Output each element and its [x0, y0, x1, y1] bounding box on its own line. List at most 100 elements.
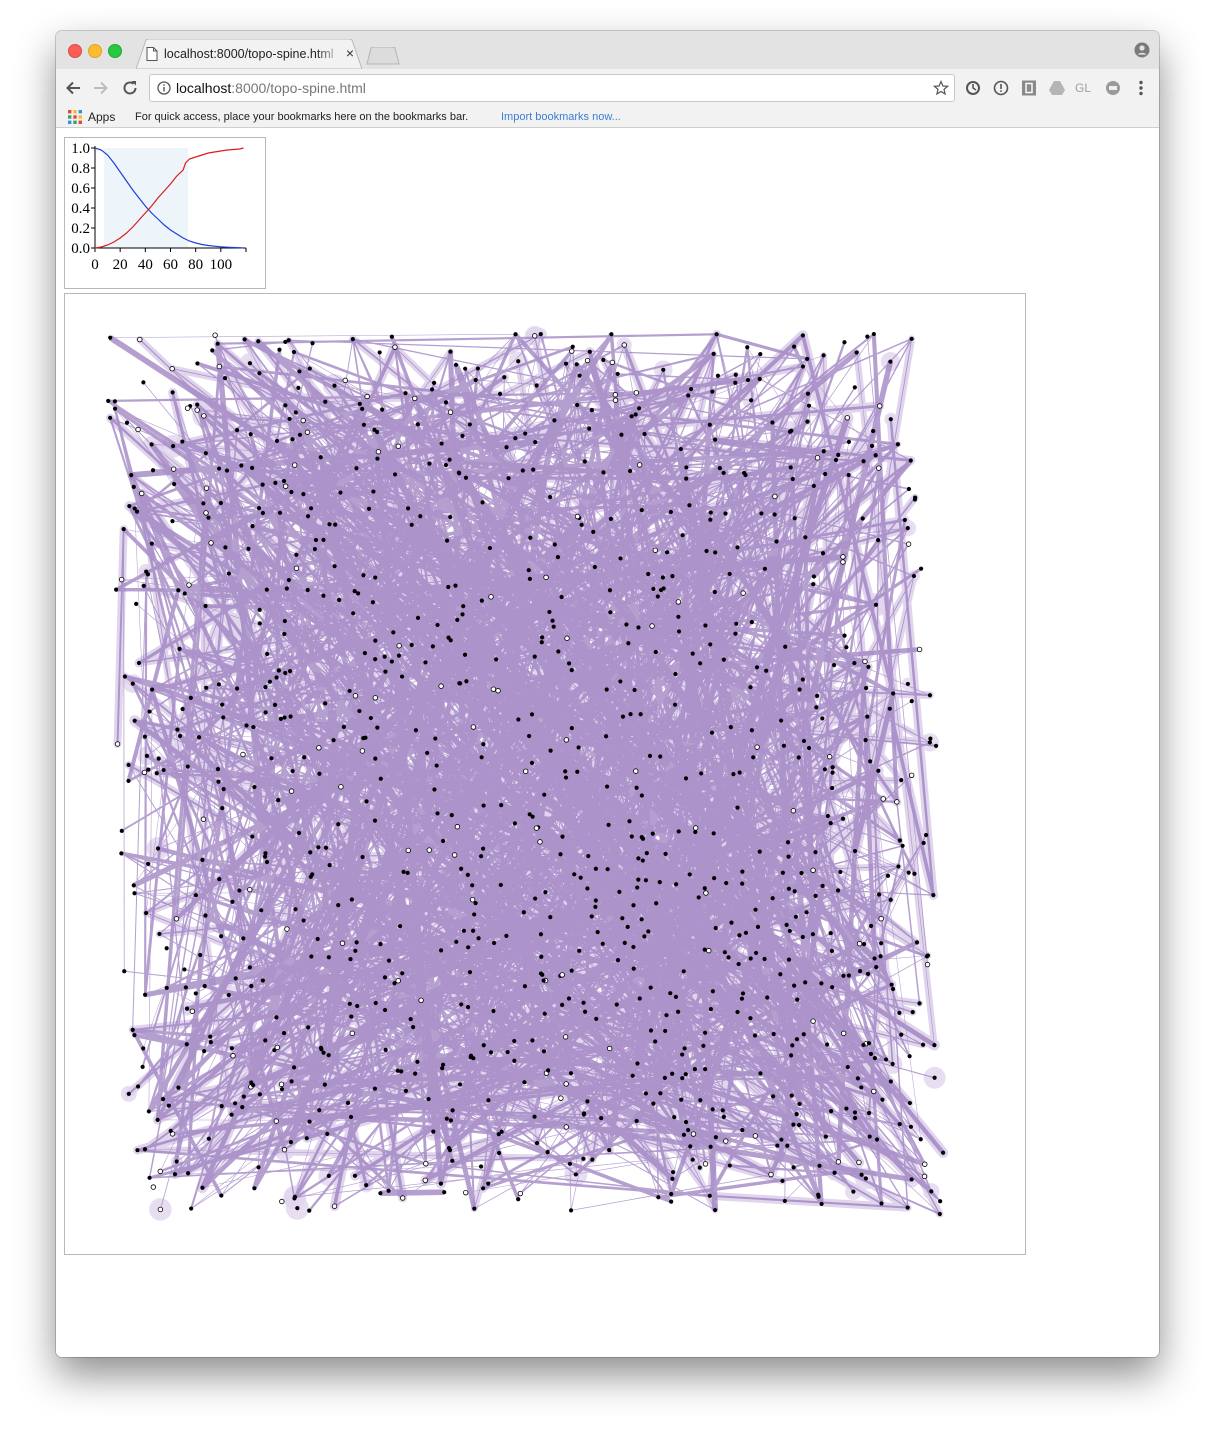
graph-node	[859, 1172, 864, 1177]
url-text[interactable]: localhost:8000/topo-spine.html	[176, 80, 366, 96]
new-tab-button[interactable]	[366, 47, 400, 65]
shield-extension-icon[interactable]	[1020, 79, 1038, 97]
graph-node-hollow	[157, 1168, 163, 1175]
info-circle-icon[interactable]	[992, 79, 1010, 97]
graph-node	[349, 897, 354, 902]
graph-node	[481, 1043, 486, 1048]
graph-node	[653, 1039, 658, 1044]
graph-node	[863, 737, 868, 743]
x-tick-label: 20	[113, 257, 128, 273]
graph-node	[250, 524, 255, 529]
cookie-extension-icon[interactable]	[1104, 79, 1122, 97]
graph-node	[601, 357, 606, 362]
reload-icon[interactable]	[120, 78, 140, 98]
graph-edge	[134, 508, 146, 737]
graph-node	[682, 1046, 687, 1051]
graph-node	[620, 916, 625, 921]
gl-extension-icon[interactable]: GL	[1074, 79, 1096, 97]
minimize-window-button[interactable]	[88, 44, 102, 58]
graph-node	[141, 1046, 146, 1051]
back-arrow-icon[interactable]	[64, 78, 84, 98]
graph-node-hollow	[349, 1030, 355, 1037]
graph-node	[360, 854, 365, 860]
graph-node	[683, 1072, 688, 1077]
graph-node	[332, 564, 337, 569]
graph-node	[823, 471, 828, 477]
tab-topo-spine[interactable]: localhost:8000/topo-spine.html ×	[136, 39, 362, 69]
graph-node	[264, 859, 270, 865]
close-window-button[interactable]	[68, 44, 82, 58]
graph-node	[710, 1107, 715, 1112]
close-tab-icon[interactable]: ×	[345, 45, 355, 61]
graph-node	[418, 514, 423, 519]
graph-node	[668, 991, 673, 996]
info-icon[interactable]	[157, 81, 171, 95]
graph-node	[754, 665, 760, 670]
graph-node	[481, 803, 486, 808]
graph-node	[722, 950, 727, 955]
graph-node	[269, 756, 274, 761]
graph-node	[155, 1117, 160, 1122]
graph-node	[291, 1065, 297, 1070]
graph-node	[454, 939, 459, 944]
topology-plot[interactable]	[64, 293, 1026, 1255]
graph-node	[362, 651, 367, 656]
graph-node-hollow	[649, 623, 655, 629]
graph-node-hollow	[522, 768, 529, 775]
graph-node	[684, 465, 689, 470]
graph-edge	[110, 333, 516, 338]
graph-node	[579, 522, 584, 527]
graph-edge	[801, 845, 903, 874]
graph-node	[865, 971, 871, 976]
graph-node	[143, 992, 148, 997]
graph-node	[699, 771, 704, 776]
graph-node	[920, 1042, 926, 1047]
graph-node	[780, 870, 785, 875]
graph-node	[676, 614, 681, 619]
graph-node-hollow	[114, 741, 121, 747]
graph-node	[456, 470, 462, 475]
sync-icon[interactable]	[964, 79, 982, 97]
apps-label[interactable]: Apps	[88, 110, 116, 124]
import-bookmarks-link[interactable]: Import bookmarks now...	[501, 111, 621, 123]
graph-node	[521, 910, 526, 915]
graph-node	[247, 965, 252, 970]
graph-node	[504, 445, 509, 450]
graph-node	[203, 603, 208, 609]
forward-arrow-icon[interactable]	[90, 78, 110, 98]
graph-node	[126, 762, 131, 767]
apps-grid-icon[interactable]	[68, 110, 82, 124]
graph-node-hollow	[274, 1044, 281, 1051]
graph-node	[308, 850, 313, 855]
graph-node	[635, 885, 640, 890]
graph-node-hollow	[454, 824, 461, 830]
graph-node	[771, 1094, 776, 1099]
graph-node	[147, 1175, 152, 1180]
graph-node-hollow	[790, 808, 797, 814]
graph-node	[568, 1071, 574, 1076]
graph-node	[542, 792, 547, 797]
graph-node	[260, 978, 265, 983]
graph-node	[891, 691, 896, 696]
graph-node	[473, 377, 478, 383]
graph-node	[341, 724, 346, 729]
graph-node	[453, 583, 458, 588]
profile-icon[interactable]	[1134, 42, 1150, 58]
address-bar[interactable]: localhost:8000/topo-spine.html	[149, 74, 955, 102]
graph-node	[740, 991, 746, 996]
graph-node	[106, 398, 111, 404]
graph-node	[912, 871, 917, 876]
graph-node	[764, 668, 769, 673]
more-vert-icon[interactable]	[1132, 79, 1150, 97]
graph-node	[743, 472, 748, 478]
graph-node	[223, 545, 228, 550]
graph-node	[876, 768, 881, 773]
graph-node	[219, 934, 224, 939]
graph-node	[791, 1122, 796, 1127]
graph-node	[630, 1073, 635, 1078]
graph-node	[745, 345, 750, 350]
zoom-window-button[interactable]	[108, 44, 122, 58]
drive-icon[interactable]	[1048, 79, 1066, 97]
bookmark-star-icon[interactable]	[933, 80, 949, 96]
graph-node	[874, 1137, 880, 1142]
